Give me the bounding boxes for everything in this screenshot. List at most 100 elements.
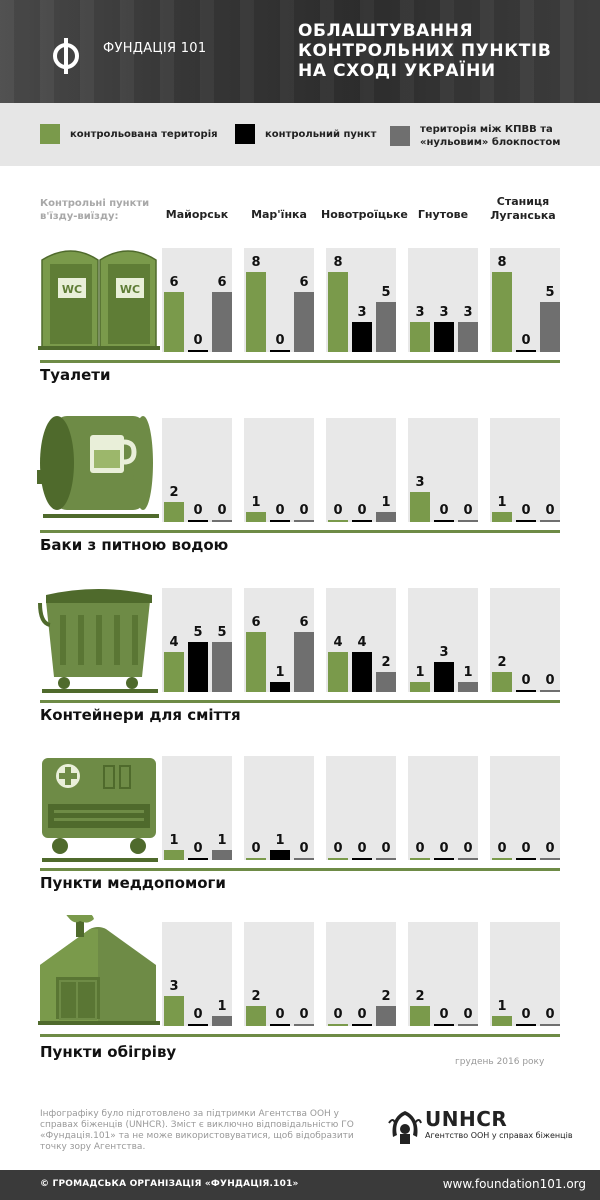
header-banner: ФУНДАЦІЯ 101 ОБЛАШТУВАННЯ КОНТРОЛЬНИХ ПУ… [0,0,600,103]
data-label: 1 [415,665,425,680]
chart-bar [246,1006,266,1026]
column-header: Станиця Луганська [490,195,556,222]
title-line: ОБЛАШТУВАННЯ [298,21,474,41]
data-label: 5 [545,285,555,300]
chart-bar [492,1016,512,1026]
data-label: 0 [545,841,555,856]
chart-bar [294,632,314,692]
legend-swatch [40,124,60,144]
chart-bar [270,1024,290,1026]
data-label: 0 [193,503,203,518]
data-label: 0 [251,841,261,856]
data-label: 1 [463,665,473,680]
data-label: 3 [439,305,449,320]
chart-panel [490,756,560,860]
column-header: Гнутове [417,208,469,221]
chart-bar [434,520,454,522]
data-label: 0 [463,503,473,518]
data-label: 3 [357,305,367,320]
group-separator [40,700,560,703]
chart-bar [492,272,512,352]
chart-bar [540,858,560,860]
chart-bar [376,302,396,352]
chart-bar [434,858,454,860]
column-header: Новотроїцьке [321,208,408,221]
disclaimer-text: Інфографіку було підготовлено за підтрим… [40,1109,354,1152]
infographic-title: ОБЛАШТУВАННЯ КОНТРОЛЬНИХ ПУНКТІВ НА СХОД… [298,21,588,81]
chart-bar [492,512,512,522]
chart-bar [164,652,184,692]
data-label: 1 [381,495,391,510]
chart-bar [294,520,314,522]
legend-swatch [235,124,255,144]
group-separator [40,360,560,363]
chart-bar [212,520,232,522]
column-header: Майорськ [165,208,229,221]
medical-truck-icon [42,758,158,862]
data-label: 0 [545,673,555,688]
data-label: 1 [169,833,179,848]
data-label: 0 [193,333,203,348]
data-label: 1 [251,495,261,510]
chart-bar [410,858,430,860]
chart-panel [244,756,314,860]
data-label: 2 [381,655,391,670]
chart-bar [294,292,314,352]
chart-bar [492,672,512,692]
category-label-water: Баки з питною водою [40,536,229,554]
chart-bar [458,322,478,352]
data-label: 0 [521,841,531,856]
data-label: 0 [193,1007,203,1022]
category-label-toilets: Туалети [40,366,111,384]
data-label: 4 [357,635,367,650]
group-separator [40,868,560,871]
chart-bar [212,1016,232,1026]
chart-bar [376,1006,396,1026]
data-label: 1 [217,833,227,848]
data-label: 6 [299,275,309,290]
data-label: 0 [521,333,531,348]
chart-bar [212,292,232,352]
chart-bar [540,690,560,692]
group-separator [40,530,560,533]
footer-website-link[interactable]: www.foundation101.org [442,1177,586,1191]
data-label: 0 [275,503,285,518]
chart-bar [188,1024,208,1026]
data-label: 0 [357,503,367,518]
data-label: 0 [299,841,309,856]
data-label: 8 [497,255,507,270]
data-label: 0 [333,841,343,856]
data-label: 3 [169,979,179,994]
chart-bar [352,652,372,692]
chart-panel [326,418,396,522]
footer-copyright: © ГРОМАДСЬКА ОРГАНІЗАЦІЯ «ФУНДАЦІЯ.101» [40,1179,299,1189]
data-label: 2 [415,989,425,1004]
title-line: КОНТРОЛЬНИХ ПУНКТІВ [298,41,552,61]
legend-label: територія між КПВВ та «нульовим» блокпос… [420,124,561,148]
chart-bar [376,858,396,860]
water-tank-icon [37,416,159,518]
footer-bar: © ГРОМАДСЬКА ОРГАНІЗАЦІЯ «ФУНДАЦІЯ.101» … [0,1170,600,1200]
data-label: 5 [193,625,203,640]
chart-panel [162,756,232,860]
chart-bar [434,322,454,352]
header-overlay [0,0,600,103]
data-label: 6 [217,275,227,290]
chart-bar [294,858,314,860]
chart-bar [270,520,290,522]
chart-bar [434,662,454,692]
column-header: Мар'їнка [251,208,307,221]
data-label: 0 [439,503,449,518]
chart-bar [294,1024,314,1026]
category-label-medical: Пункти меддопомоги [40,874,226,892]
chart-panel [244,418,314,522]
legend-swatch [390,126,410,146]
data-label: 8 [333,255,343,270]
data-label: 0 [463,841,473,856]
chart-bar [410,682,430,692]
chart-panel [408,756,478,860]
chart-bar [352,1024,372,1026]
chart-bar [516,350,536,352]
legend-label: контрольована територія [70,128,218,140]
data-label: 0 [193,841,203,856]
